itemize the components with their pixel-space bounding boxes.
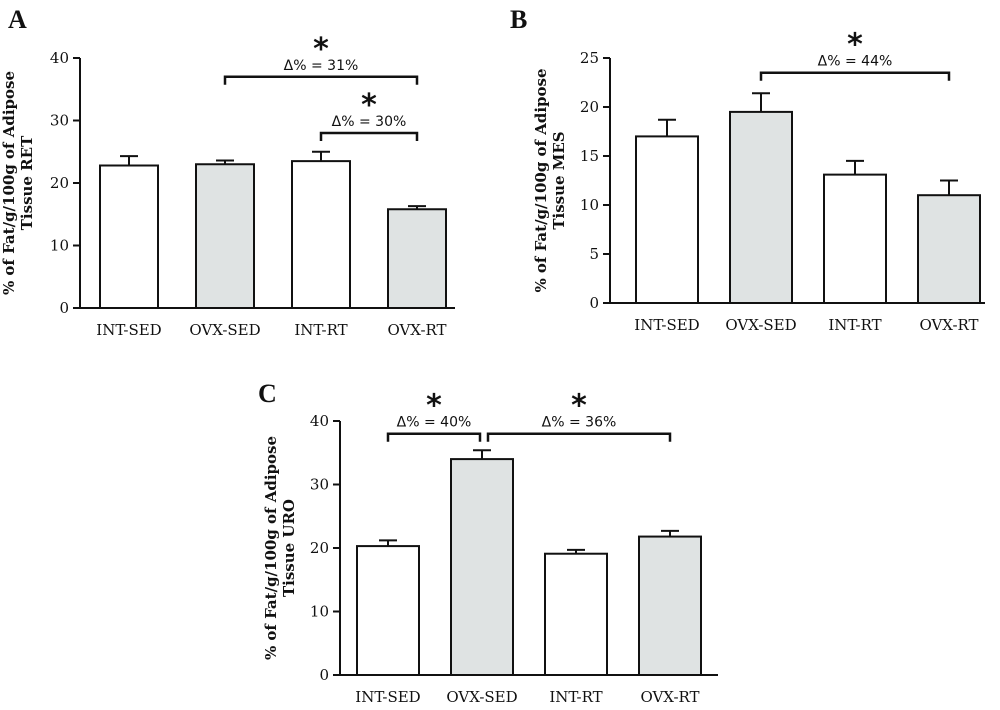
bar [99, 164, 159, 309]
y-tick-label: 10 [310, 603, 329, 621]
bar [729, 110, 793, 305]
category-label: OVX-SED [189, 321, 260, 339]
panel-c: C 0 10 20 30 40 % of Fat/g/100g of Adipose Tis… [258, 379, 718, 706]
panel-b: B 0 5 10 15 20 25 % of Fat/g/100g of Adipose Ti… [510, 5, 985, 334]
significance-star: * [313, 32, 329, 67]
significance-bracket [386, 432, 482, 442]
bar [544, 552, 608, 677]
y-tick-label: 20 [50, 174, 69, 192]
delta-percent-label: Δ% = 31% [284, 58, 359, 74]
category-label: INT-SED [634, 316, 699, 334]
y-tick-label: 10 [50, 237, 69, 255]
significance-star: * [571, 389, 587, 424]
y-tick-label: 0 [59, 299, 69, 317]
y-axis-label: Tissue MES [550, 131, 568, 229]
bar [291, 160, 351, 309]
bar [823, 173, 887, 304]
significance-bracket [486, 432, 672, 442]
y-tick-label: 20 [310, 539, 329, 557]
y-tick-label: 40 [50, 49, 69, 67]
panel-letter-c: C [258, 379, 277, 408]
bar [195, 163, 255, 309]
y-tick-label: 30 [310, 476, 329, 494]
category-label: OVX-RT [919, 316, 978, 334]
y-tick-label: 10 [580, 196, 599, 214]
significance-star: * [426, 389, 442, 424]
category-label: INT-RT [549, 688, 602, 706]
category-label: OVX-RT [387, 321, 446, 339]
category-label: OVX-RT [640, 688, 699, 706]
y-tick-label: 5 [589, 245, 599, 263]
bar [635, 135, 699, 304]
category-label: OVX-SED [446, 688, 517, 706]
y-axis-label: Tissue URO [280, 499, 298, 597]
significance-bracket [319, 131, 419, 141]
y-axis-label: % of Fat/g/100g of Adipose [262, 436, 280, 660]
category-label: INT-SED [96, 321, 161, 339]
y-tick-label: 0 [589, 294, 599, 312]
y-axis-label: % of Fat/g/100g of Adipose [0, 71, 18, 295]
bar [917, 194, 981, 304]
y-tick-label: 40 [310, 412, 329, 430]
y-tick-label: 0 [319, 666, 329, 684]
panel-letter-b: B [510, 5, 527, 34]
category-label: OVX-SED [725, 316, 796, 334]
y-tick-label: 25 [580, 49, 599, 67]
panel-a: A 0 10 20 30 40 % of Fat/g/100g of Adipose Tis… [0, 5, 455, 339]
category-label: INT-SED [355, 688, 420, 706]
significance-bracket [759, 71, 951, 81]
y-axis-label: Tissue RET [18, 135, 36, 230]
significance-bracket [223, 75, 419, 85]
category-label: INT-RT [294, 321, 347, 339]
category-label: INT-RT [828, 316, 881, 334]
y-tick-label: 15 [580, 147, 599, 165]
panel-letter-a: A [8, 5, 27, 34]
y-tick-label: 20 [580, 98, 599, 116]
significance-star: * [847, 28, 863, 63]
y-tick-label: 30 [50, 112, 69, 130]
delta-percent-label: Δ% = 40% [397, 415, 472, 431]
bar [356, 545, 420, 676]
y-axis-label: % of Fat/g/100g of Adipose [532, 68, 550, 292]
bar [450, 458, 514, 676]
delta-percent-label: Δ% = 44% [818, 54, 893, 70]
delta-percent-label: Δ% = 36% [542, 415, 617, 431]
delta-percent-label: Δ% = 30% [332, 114, 407, 130]
bar [638, 535, 702, 676]
bar [387, 208, 447, 309]
significance-star: * [361, 88, 377, 123]
